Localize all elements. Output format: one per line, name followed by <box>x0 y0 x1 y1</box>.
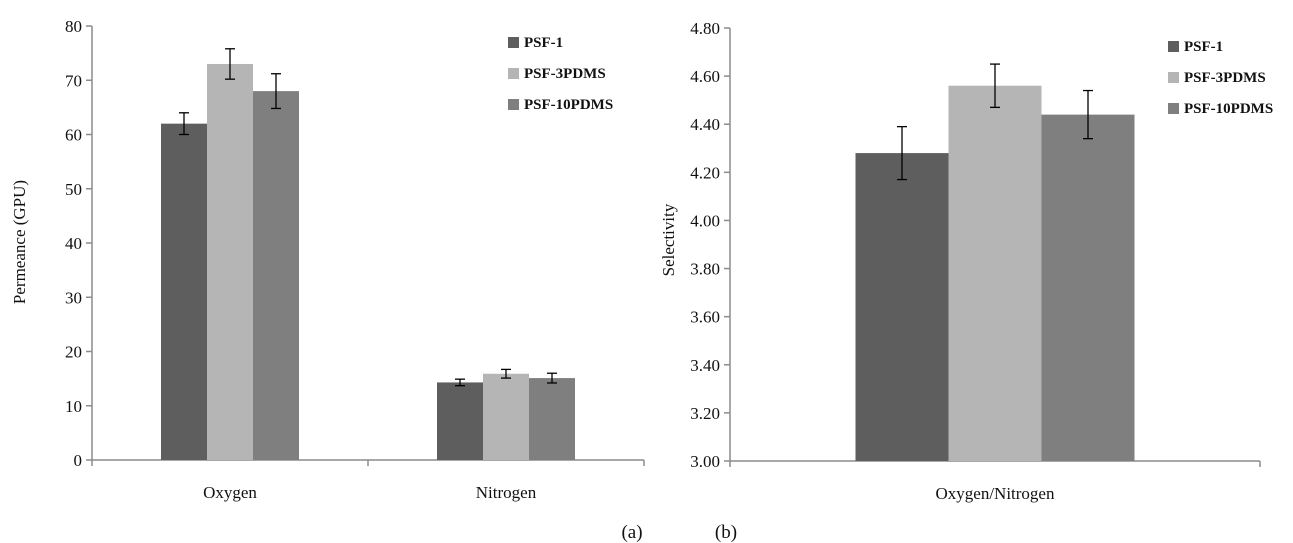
panel-a-error-bar <box>501 368 511 379</box>
panel-a-bar-psf-1-oxygen <box>161 123 207 461</box>
panel-b-plot-area: 3.00 3.20 3.40 3.60 3.80 4.00 4.20 4.40 4.60 4.80… <box>690 19 1261 503</box>
panel-b-legend-label: PSF-10PDMS <box>1184 101 1273 117</box>
panel-a-y-tick-label: 40 <box>65 234 82 253</box>
panel-b-legend-label: PSF-3PDMS <box>1184 70 1266 86</box>
panel-a-bar-psf-3pdms-oxygen <box>207 63 253 460</box>
panel-a-error-bar <box>455 378 465 387</box>
panel-b-y-tick-label: 3.40 <box>690 356 720 375</box>
panel-a-legend-label: PSF-10PDMS <box>524 97 613 113</box>
panel-b-error-bar <box>1083 89 1093 140</box>
panel-a-y-tick-label: 80 <box>65 17 82 36</box>
panel-a-y-tick-label: 70 <box>65 71 82 90</box>
panel-b-y-tick-label: 4.00 <box>690 211 720 230</box>
panel-b-legend: PSF-1 PSF-3PDMS PSF-10PDMS <box>1168 39 1273 117</box>
panel-b-y-tick-label: 3.80 <box>690 260 720 279</box>
panel-b-legend-swatch <box>1168 72 1179 83</box>
panel-a-y-tick-label: 50 <box>65 180 82 199</box>
panel-b-error-bar <box>990 63 1000 109</box>
panel-a-legend-swatch <box>508 99 519 110</box>
panel-a-legend-swatch <box>508 37 519 48</box>
panel-b-legend-swatch <box>1168 41 1179 52</box>
panel-b-y-tick-label: 3.20 <box>690 404 720 423</box>
panel-a-bar-psf-10pdms-nitrogen <box>529 378 575 460</box>
panel-a-y-tick-label: 20 <box>65 343 82 362</box>
panel-a-permeance-chart: Permeance (GPU) 0 10 20 30 40 50 60 70 80 Oxygen N… <box>10 17 645 502</box>
panel-a-error-bar <box>271 73 281 110</box>
panel-a-y-tick-label: 10 <box>65 397 82 416</box>
panel-b-legend-swatch <box>1168 103 1179 114</box>
panel-b-bar-psf-1-oxygen-nitrogen <box>855 153 949 462</box>
panel-a-y-tick-label: 60 <box>65 126 82 145</box>
panel-a-y-tick-label: 0 <box>74 451 83 470</box>
panel-a-legend-swatch <box>508 68 519 79</box>
panel-a-category-label: Oxygen <box>203 483 257 502</box>
panel-b-error-bar <box>897 125 907 181</box>
panel-b-y-tick-label: 4.80 <box>690 19 720 38</box>
panel-b-y-tick-label: 3.60 <box>690 308 720 327</box>
panel-b-y-axis-title: Selectivity <box>659 203 678 276</box>
panel-a-legend-label: PSF-1 <box>524 35 563 51</box>
panel-a-label: (a) <box>621 522 642 543</box>
panel-a-legend-label: PSF-3PDMS <box>524 66 606 82</box>
panel-b-label: (b) <box>715 522 737 543</box>
panel-b-y-tick-label: 4.40 <box>690 115 720 134</box>
panel-a-category-label: Nitrogen <box>476 483 537 502</box>
panel-b-category-label: Oxygen/Nitrogen <box>936 484 1055 503</box>
panel-b-y-tick-label: 4.20 <box>690 163 720 182</box>
panel-a-error-bar <box>179 112 189 136</box>
panel-b-bar-psf-3pdms-oxygen-nitrogen <box>948 85 1042 461</box>
panel-a-bar-psf-3pdms-nitrogen <box>483 373 529 460</box>
panel-b-y-tick-label: 4.60 <box>690 67 720 86</box>
panel-b-bar-psf-10pdms-oxygen-nitrogen <box>1041 114 1135 461</box>
panel-a-bar-psf-10pdms-oxygen <box>253 91 299 460</box>
panel-a-y-tick-label: 30 <box>65 288 82 307</box>
panel-a-y-axis-title: Permeance (GPU) <box>10 180 29 304</box>
panel-a-legend: PSF-1 PSF-3PDMS PSF-10PDMS <box>508 35 613 113</box>
panel-b-y-tick-label: 3.00 <box>690 452 720 471</box>
panel-a-bar-psf-1-nitrogen <box>437 382 483 460</box>
panel-b-legend-label: PSF-1 <box>1184 39 1223 55</box>
panel-b-selectivity-chart: Selectivity 3.00 3.20 3.40 3.60 3.80 4.00 4.20… <box>659 19 1273 503</box>
panel-a-plot-area: 0 10 20 30 40 50 60 70 80 Oxygen Nitrogen <box>65 17 645 502</box>
panel-a-error-bar <box>225 48 235 80</box>
panel-a-error-bar <box>547 372 557 384</box>
